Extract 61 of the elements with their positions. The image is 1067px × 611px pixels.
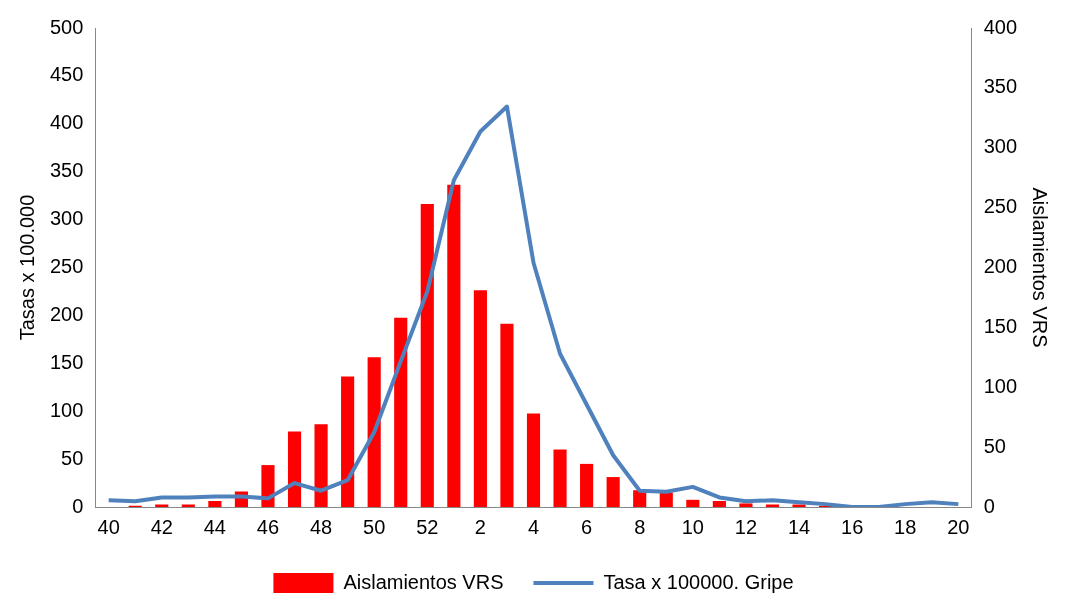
y2-tick-label: 400: [983, 15, 1018, 38]
x-tick-label: 50: [363, 515, 386, 538]
y2-tick-label: 150: [983, 314, 1018, 337]
x-tick-label: 48: [309, 515, 333, 538]
bar: [553, 449, 567, 507]
bar: [420, 204, 434, 507]
y-tick-label: 350: [49, 159, 84, 182]
bar: [287, 431, 302, 507]
y-tick-label: 150: [49, 350, 84, 373]
y-tick-label: 100: [49, 398, 84, 421]
y-tick-label: 200: [49, 302, 84, 325]
y2-tick-label: 50: [983, 434, 1006, 457]
y2-axis-title: Aislamientos VRS: [1029, 187, 1052, 348]
bar: [659, 492, 673, 507]
bar: [261, 465, 275, 507]
x-tick-label: 16: [841, 515, 864, 538]
x-tick-label: 20: [947, 515, 970, 538]
y2-tick-label: 0: [983, 494, 995, 517]
x-tick-label: 12: [734, 515, 758, 538]
y-axis-title: Tasas x 100.000: [15, 194, 38, 341]
bar: [712, 501, 726, 507]
y-tick-label: 450: [49, 63, 84, 86]
x-tick-label: 42: [150, 515, 173, 538]
bar: [526, 413, 541, 507]
legend-label: Aislamientos VRS: [343, 570, 504, 593]
bar: [367, 357, 381, 507]
bar: [208, 501, 222, 507]
x-tick-label: 4: [527, 515, 540, 538]
bar: [473, 290, 487, 507]
bar: [341, 376, 355, 507]
y-tick-label: 400: [49, 111, 84, 134]
x-tick-label: 40: [97, 515, 120, 538]
bar: [606, 477, 620, 507]
y2-tick-label: 200: [983, 255, 1018, 278]
x-tick-label: 18: [894, 515, 917, 538]
x-tick-label: 8: [634, 515, 646, 538]
y2-tick-label: 350: [983, 75, 1018, 98]
x-tick-label: 10: [681, 515, 704, 538]
bar: [739, 503, 753, 507]
x-tick-label: 2: [474, 515, 486, 538]
y2-tick-label: 250: [983, 195, 1018, 218]
y2-tick-label: 300: [983, 135, 1018, 158]
y-tick-label: 300: [49, 207, 84, 230]
bar: [792, 504, 806, 507]
y-tick-label: 50: [61, 446, 84, 469]
bar: [394, 317, 408, 507]
x-tick-label: 6: [581, 515, 593, 538]
bar: [686, 499, 700, 507]
x-tick-label: 44: [203, 515, 226, 538]
bar: [500, 323, 514, 507]
bar: [314, 424, 328, 507]
x-tick-label: 46: [256, 515, 280, 538]
x-tick-label: 14: [787, 515, 811, 538]
y-tick-label: 0: [72, 494, 84, 517]
bar: [580, 463, 594, 507]
legend-label: Tasa x 100000. Gripe: [603, 570, 794, 593]
x-tick-label: 52: [416, 515, 439, 538]
bar: [447, 184, 461, 507]
y-tick-label: 500: [49, 15, 84, 38]
y2-tick-label: 100: [983, 374, 1018, 397]
y-tick-label: 250: [49, 255, 84, 278]
